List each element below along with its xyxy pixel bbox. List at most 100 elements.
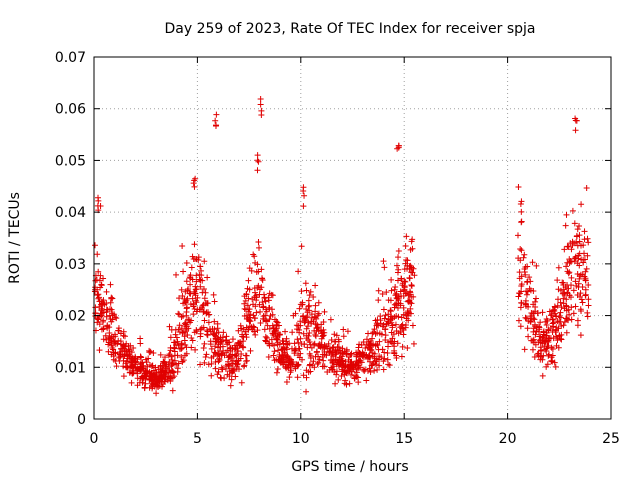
data-point xyxy=(526,285,533,292)
data-point xyxy=(243,357,250,364)
data-point xyxy=(288,367,295,374)
data-point xyxy=(578,256,585,263)
data-point xyxy=(201,359,208,366)
data-point xyxy=(276,358,283,365)
data-point xyxy=(527,278,534,285)
data-point xyxy=(387,308,394,315)
data-point xyxy=(401,266,408,273)
data-point xyxy=(266,316,273,323)
data-point xyxy=(191,183,198,190)
data-point xyxy=(380,306,387,313)
data-point xyxy=(394,277,401,284)
data-point xyxy=(406,275,413,282)
data-point xyxy=(188,344,195,351)
data-point xyxy=(295,339,302,346)
data-point xyxy=(376,338,383,345)
data-point xyxy=(312,302,319,309)
data-point xyxy=(176,322,183,329)
chart-title: Day 259 of 2023, Rate Of TEC Index for r… xyxy=(164,21,535,37)
data-point xyxy=(204,327,211,334)
data-point xyxy=(522,314,529,321)
data-point xyxy=(340,361,347,368)
data-point xyxy=(331,338,338,345)
data-point xyxy=(382,312,389,319)
data-point xyxy=(358,342,365,349)
data-point xyxy=(178,354,185,361)
y-axis: 0 0.01 0.02 0.03 0.04 0.05 0.06 0.07 xyxy=(55,50,611,428)
data-point xyxy=(362,344,369,351)
data-point xyxy=(377,320,384,327)
data-point xyxy=(380,258,387,265)
data-point xyxy=(322,343,329,350)
data-point xyxy=(566,311,573,318)
data-point xyxy=(146,347,153,354)
data-point xyxy=(115,327,122,334)
y-tick-label: 0.06 xyxy=(55,102,86,118)
data-point xyxy=(582,277,589,284)
data-point xyxy=(549,316,556,323)
data-point xyxy=(398,314,405,321)
data-point xyxy=(320,318,327,325)
data-point xyxy=(403,233,410,240)
data-point xyxy=(574,291,581,298)
data-point xyxy=(103,300,110,307)
data-point xyxy=(252,331,259,338)
data-point xyxy=(546,308,553,315)
data-point xyxy=(256,244,263,251)
data-point xyxy=(200,301,207,308)
data-point xyxy=(518,281,525,288)
data-point xyxy=(191,241,198,248)
data-point xyxy=(215,344,222,351)
data-point xyxy=(233,353,240,360)
data-point xyxy=(353,369,360,376)
data-point xyxy=(137,353,144,360)
data-point xyxy=(356,341,363,348)
data-point xyxy=(554,277,561,284)
data-point xyxy=(290,312,297,319)
data-point xyxy=(380,366,387,373)
data-point xyxy=(180,268,187,275)
data-point xyxy=(254,157,261,164)
data-point xyxy=(149,377,156,384)
data-point xyxy=(183,305,190,312)
data-point xyxy=(120,363,127,370)
data-point xyxy=(212,365,219,372)
data-point xyxy=(391,301,398,308)
data-point xyxy=(542,346,549,353)
data-point xyxy=(218,351,225,358)
data-point xyxy=(560,300,567,307)
data-point xyxy=(111,311,118,318)
data-point xyxy=(195,256,202,263)
data-point xyxy=(157,351,164,358)
data-point xyxy=(304,344,311,351)
data-point xyxy=(293,361,300,368)
data-point xyxy=(211,318,218,325)
data-point xyxy=(384,349,391,356)
data-point xyxy=(291,340,298,347)
data-point xyxy=(328,351,335,358)
data-point xyxy=(200,344,207,351)
data-point xyxy=(575,283,582,290)
data-point xyxy=(334,359,341,366)
data-point xyxy=(573,117,580,124)
data-point xyxy=(567,240,574,247)
data-point xyxy=(100,275,107,282)
data-point xyxy=(347,351,354,358)
data-point xyxy=(258,284,265,291)
data-point xyxy=(529,346,536,353)
data-point xyxy=(310,293,317,300)
data-point xyxy=(544,343,551,350)
data-point xyxy=(305,297,312,304)
data-point xyxy=(237,322,244,329)
data-point xyxy=(563,307,570,314)
data-point xyxy=(184,287,191,294)
data-point xyxy=(408,300,415,307)
data-point xyxy=(344,363,351,370)
data-point xyxy=(568,316,575,323)
data-point xyxy=(577,271,584,278)
data-point xyxy=(98,301,105,308)
data-point xyxy=(546,351,553,358)
data-point xyxy=(180,312,187,319)
data-point xyxy=(127,353,134,360)
data-point xyxy=(555,264,562,271)
